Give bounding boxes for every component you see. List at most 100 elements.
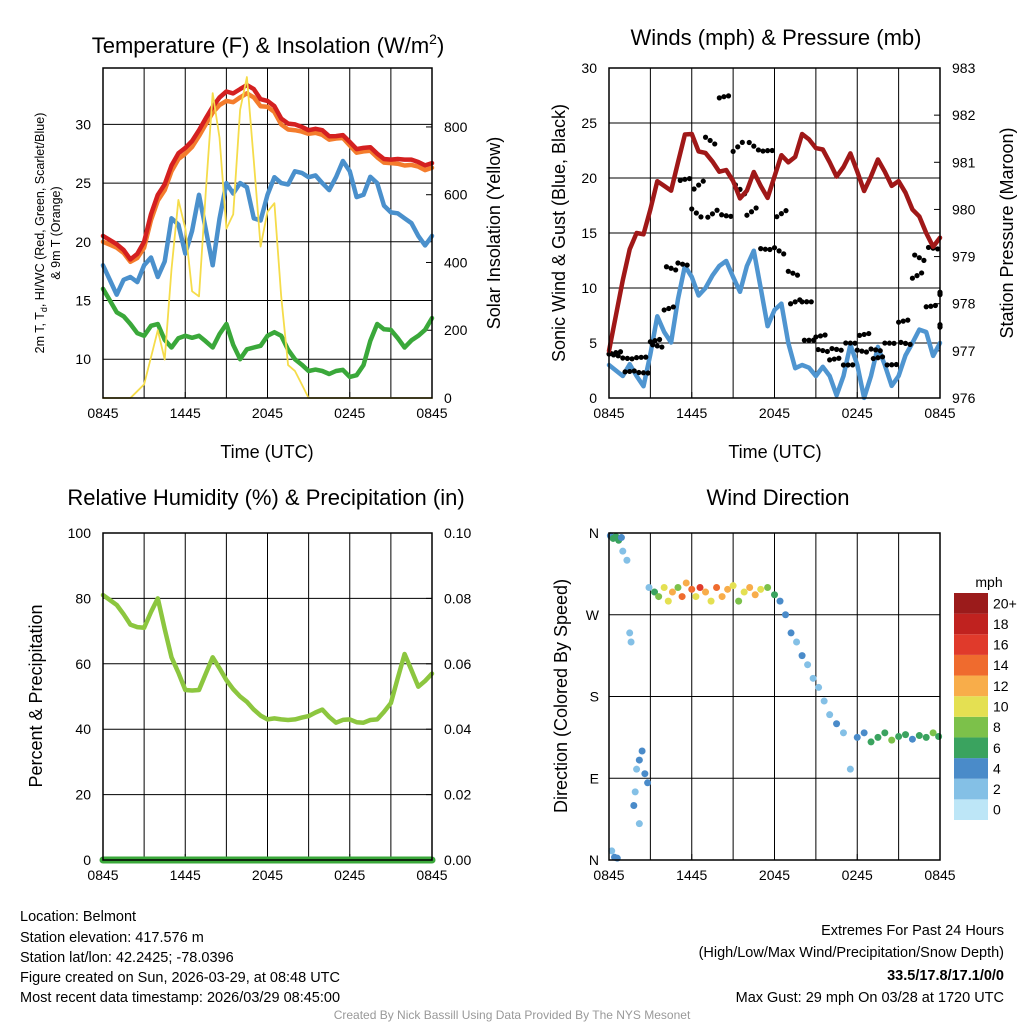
gust-point bbox=[850, 362, 856, 368]
wind-direction-point bbox=[908, 735, 916, 743]
wind-direction-point bbox=[688, 585, 696, 593]
gust-point bbox=[702, 134, 709, 140]
right-y-tick-label: 800 bbox=[444, 119, 468, 135]
wind-direction-point bbox=[645, 584, 653, 591]
y-tick-label: 30 bbox=[581, 60, 597, 76]
wind-direction-point bbox=[922, 733, 930, 741]
wind-direction-point bbox=[895, 732, 903, 740]
wind-direction-point bbox=[651, 588, 659, 596]
x-tick-label: 1445 bbox=[170, 405, 201, 421]
gust-point bbox=[923, 304, 929, 310]
wind-direction-point bbox=[707, 597, 715, 605]
gust-point bbox=[886, 340, 893, 346]
colorbar-swatch bbox=[954, 593, 988, 614]
wind-direction-point bbox=[655, 593, 663, 601]
right-y-tick-label: 0.02 bbox=[444, 787, 471, 803]
temp-ylabel-part3: , HI/WC (Red, Green, Scarlet/Blue) bbox=[33, 113, 47, 308]
gust-point bbox=[868, 346, 874, 352]
gust-point bbox=[661, 307, 667, 313]
colorbar-label: 8 bbox=[993, 719, 1001, 735]
y-tick-label: 0 bbox=[589, 390, 597, 406]
gust-point bbox=[719, 212, 725, 218]
x-tick-label: 1445 bbox=[676, 405, 707, 421]
footer-created: Figure created on Sun, 2026-03-29, at 08… bbox=[20, 970, 340, 986]
wind-direction-point bbox=[874, 733, 882, 741]
gust-point bbox=[912, 252, 918, 258]
wind-direction-point bbox=[702, 588, 710, 596]
x-tick-label: 0845 bbox=[924, 405, 955, 421]
gust-point bbox=[645, 370, 651, 376]
gust-point bbox=[790, 270, 796, 276]
gust-point bbox=[679, 261, 686, 267]
wind-direction-point bbox=[935, 732, 943, 740]
gust-point bbox=[932, 302, 939, 309]
gust-point bbox=[656, 336, 663, 343]
gust-point bbox=[725, 93, 732, 99]
wind-direction-point bbox=[833, 720, 841, 728]
colorbar-label: 2 bbox=[993, 781, 1001, 797]
colorbar-label: 14 bbox=[993, 657, 1009, 673]
y-tick-label: 15 bbox=[75, 293, 91, 309]
colorbar-swatch bbox=[954, 716, 988, 738]
gust-point bbox=[714, 207, 720, 213]
footer-location: Location: Belmont bbox=[20, 909, 136, 925]
y-tick-label: 100 bbox=[68, 525, 92, 541]
gust-point bbox=[914, 273, 920, 279]
wind-direction-point bbox=[929, 729, 937, 737]
gust-point bbox=[684, 262, 690, 268]
wind-ylabel-right: Station Pressure (Maroon) bbox=[997, 127, 1017, 338]
gust-point bbox=[877, 348, 883, 354]
gust-point bbox=[654, 343, 660, 349]
gust-point bbox=[744, 212, 750, 218]
wind-direction-point bbox=[638, 747, 646, 755]
wind-direction-point bbox=[696, 584, 704, 591]
wind-direction-point bbox=[839, 729, 847, 737]
gust-point bbox=[804, 299, 810, 305]
wind-direction-point bbox=[798, 652, 806, 660]
x-tick-label: 0845 bbox=[416, 405, 447, 421]
gust-point bbox=[896, 319, 902, 325]
wind-direction-point bbox=[771, 591, 778, 599]
y-tick-label: W bbox=[586, 607, 600, 623]
colorbar-label: 18 bbox=[993, 616, 1009, 632]
rh-panel: 0845 1445 2045 0245 08450204060801000.000.02… bbox=[68, 525, 472, 883]
right-y-tick-label: 0 bbox=[444, 390, 452, 406]
right-y-tick-label: 0.04 bbox=[444, 721, 471, 737]
wind-direction-point bbox=[860, 729, 868, 737]
wind-direction-point bbox=[631, 788, 639, 796]
wind-direction-point bbox=[751, 591, 759, 599]
temp-xlabel: Time (UTC) bbox=[220, 442, 313, 462]
wind-direction-point bbox=[902, 731, 910, 739]
gust-point bbox=[615, 353, 621, 359]
colorbar-label: 6 bbox=[993, 740, 1001, 756]
gust-point bbox=[705, 214, 711, 220]
speed-colorbar: 0 2 4 6 8 10 12 14 16 18 20+ bbox=[954, 593, 1017, 820]
temp-plot-frame bbox=[102, 67, 433, 399]
gust-point bbox=[659, 344, 665, 350]
gust-point bbox=[891, 340, 897, 346]
y-tick-label: 20 bbox=[75, 787, 91, 803]
gust-point bbox=[822, 332, 828, 338]
wind-direction-point bbox=[724, 585, 732, 593]
y-tick-label: 30 bbox=[75, 116, 91, 132]
gust-point bbox=[859, 348, 865, 354]
x-tick-label: 0845 bbox=[593, 867, 624, 883]
colorbar-label: 12 bbox=[993, 678, 1009, 694]
temp-title-main: Temperature (F) & Insolation (W/m bbox=[92, 33, 429, 58]
colorbar-unit: mph bbox=[975, 574, 1002, 590]
y-tick-label: S bbox=[590, 689, 599, 705]
gust-point bbox=[686, 175, 693, 182]
y-tick-label: 0 bbox=[83, 852, 91, 868]
wind-direction-point bbox=[804, 661, 812, 669]
gust-point bbox=[666, 305, 672, 312]
right-y-tick-label: 977 bbox=[952, 343, 976, 359]
right-y-tick-label: 978 bbox=[952, 296, 976, 312]
rh-ylabel: Percent & Precipitation bbox=[26, 604, 46, 787]
x-tick-label: 2045 bbox=[252, 867, 283, 883]
extremes-values: 33.5/17.8/17.1/0/0 bbox=[887, 968, 1004, 984]
wind-panel: 0845 1445 2045 0245 084505101520253097697797… bbox=[581, 60, 975, 421]
station-pressure-line bbox=[606, 131, 943, 354]
gust-point bbox=[776, 248, 782, 254]
wind-direction-point bbox=[664, 597, 672, 605]
wind-direction-point bbox=[776, 597, 784, 605]
